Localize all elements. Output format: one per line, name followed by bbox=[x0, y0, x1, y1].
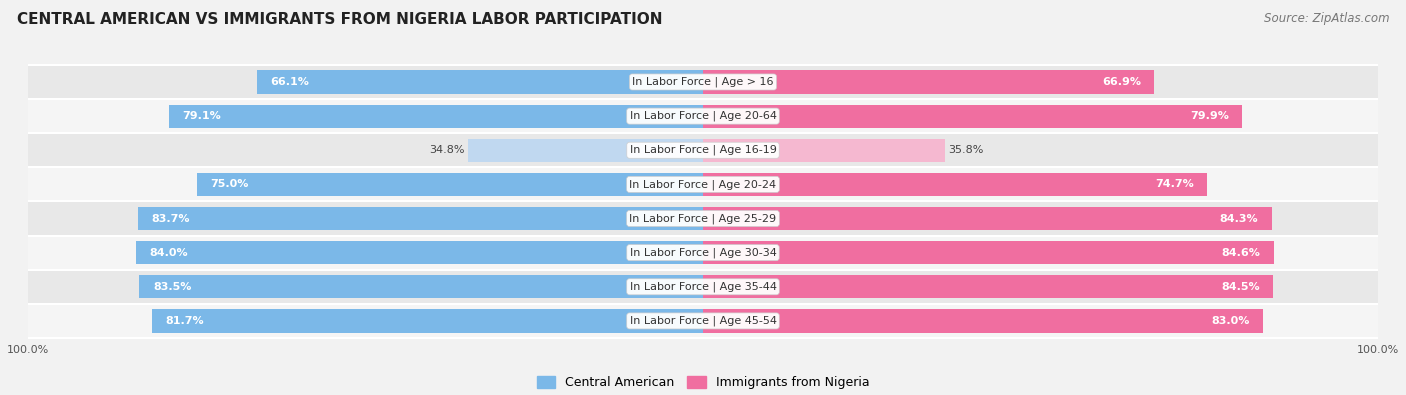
Text: 84.0%: 84.0% bbox=[149, 248, 188, 258]
Text: 66.9%: 66.9% bbox=[1102, 77, 1142, 87]
Text: In Labor Force | Age 45-54: In Labor Force | Age 45-54 bbox=[630, 316, 776, 326]
Text: In Labor Force | Age > 16: In Labor Force | Age > 16 bbox=[633, 77, 773, 87]
Bar bbox=[468, 139, 703, 162]
Text: In Labor Force | Age 20-64: In Labor Force | Age 20-64 bbox=[630, 111, 776, 121]
Text: 79.1%: 79.1% bbox=[183, 111, 221, 121]
Bar bbox=[703, 207, 1272, 230]
Text: 83.5%: 83.5% bbox=[153, 282, 191, 292]
Text: In Labor Force | Age 25-29: In Labor Force | Age 25-29 bbox=[630, 213, 776, 224]
Bar bbox=[703, 309, 1263, 333]
Bar bbox=[28, 201, 1378, 235]
Text: 81.7%: 81.7% bbox=[165, 316, 204, 326]
Text: 84.6%: 84.6% bbox=[1222, 248, 1260, 258]
Bar bbox=[197, 173, 703, 196]
Text: 83.0%: 83.0% bbox=[1212, 316, 1250, 326]
Bar bbox=[138, 207, 703, 230]
Bar bbox=[28, 270, 1378, 304]
Text: CENTRAL AMERICAN VS IMMIGRANTS FROM NIGERIA LABOR PARTICIPATION: CENTRAL AMERICAN VS IMMIGRANTS FROM NIGE… bbox=[17, 12, 662, 27]
Text: 84.3%: 84.3% bbox=[1220, 214, 1258, 224]
Bar bbox=[28, 167, 1378, 201]
Bar bbox=[136, 241, 703, 264]
Text: 66.1%: 66.1% bbox=[270, 77, 309, 87]
Text: In Labor Force | Age 20-24: In Labor Force | Age 20-24 bbox=[630, 179, 776, 190]
Bar bbox=[703, 105, 1243, 128]
Text: In Labor Force | Age 30-34: In Labor Force | Age 30-34 bbox=[630, 247, 776, 258]
Text: 35.8%: 35.8% bbox=[948, 145, 983, 155]
Bar bbox=[28, 133, 1378, 167]
Bar bbox=[169, 105, 703, 128]
Text: 74.7%: 74.7% bbox=[1154, 179, 1194, 189]
Bar bbox=[152, 309, 703, 333]
Bar bbox=[703, 70, 1154, 94]
Legend: Central American, Immigrants from Nigeria: Central American, Immigrants from Nigeri… bbox=[531, 371, 875, 394]
Bar bbox=[703, 173, 1208, 196]
Bar bbox=[257, 70, 703, 94]
Bar bbox=[703, 139, 945, 162]
Bar bbox=[28, 65, 1378, 99]
Bar bbox=[703, 241, 1274, 264]
Bar bbox=[28, 99, 1378, 133]
Bar bbox=[28, 304, 1378, 338]
Text: 79.9%: 79.9% bbox=[1189, 111, 1229, 121]
Text: Source: ZipAtlas.com: Source: ZipAtlas.com bbox=[1264, 12, 1389, 25]
Text: 34.8%: 34.8% bbox=[429, 145, 465, 155]
Text: 83.7%: 83.7% bbox=[152, 214, 190, 224]
Text: In Labor Force | Age 35-44: In Labor Force | Age 35-44 bbox=[630, 282, 776, 292]
Text: 75.0%: 75.0% bbox=[211, 179, 249, 189]
Text: 84.5%: 84.5% bbox=[1222, 282, 1260, 292]
Bar bbox=[703, 275, 1274, 298]
Bar bbox=[28, 235, 1378, 270]
Bar bbox=[139, 275, 703, 298]
Text: In Labor Force | Age 16-19: In Labor Force | Age 16-19 bbox=[630, 145, 776, 156]
